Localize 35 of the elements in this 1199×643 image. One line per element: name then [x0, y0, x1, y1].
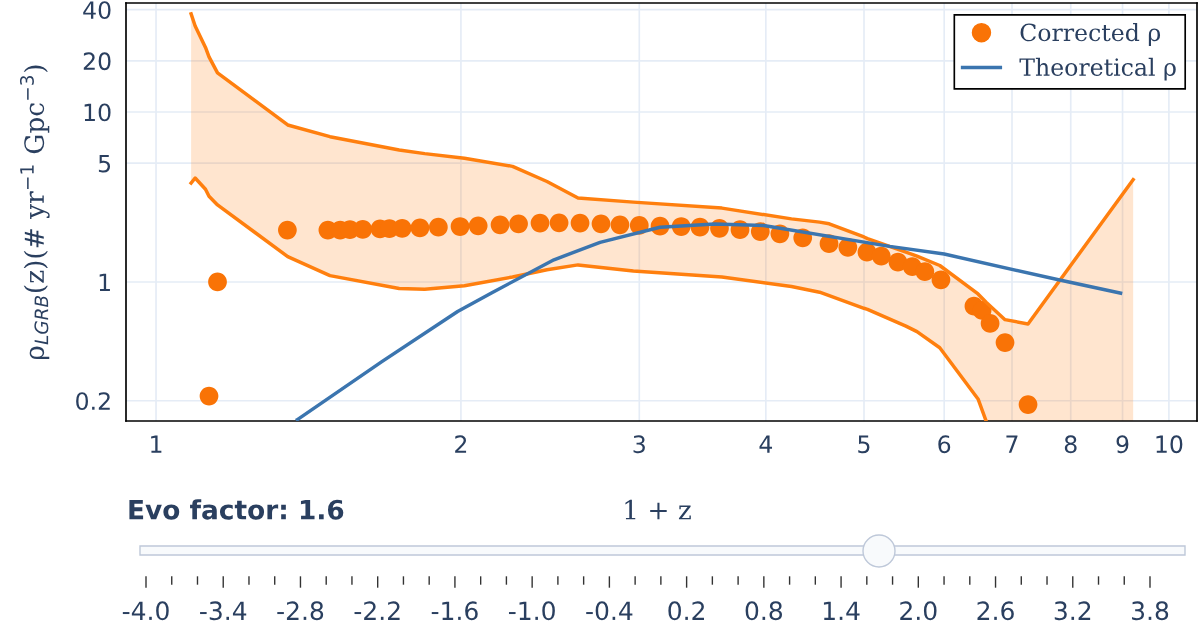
text: 1.4 — [823, 601, 860, 620]
text: 0.8 — [745, 601, 783, 621]
y-tick-label: 40 — [83, 1, 111, 19]
text: -1.0 — [508, 601, 555, 621]
text: 0.2 — [668, 601, 704, 621]
text: -1.6 — [431, 601, 478, 621]
legend-label: Theoretical ρ — [1019, 57, 1176, 81]
text: -2.8 — [277, 601, 324, 621]
text: 2.0 — [900, 601, 937, 621]
legend-label: Corrected ρ — [1020, 23, 1161, 46]
text: 3.2 — [1054, 601, 1091, 621]
x-tick-label: 7 — [1006, 435, 1018, 453]
x-tick-label: 4 — [759, 435, 773, 453]
y-tick-label: 10 — [84, 103, 111, 122]
x-axis-title: 1 + z — [625, 499, 691, 520]
y-tick-label: 20 — [83, 52, 111, 71]
y-axis-title: ρ$_{LGRB}$(z)(# yr$^{−1}$ Gpc$^{−3}$) — [19, 65, 50, 360]
y-tick-label: 5 — [98, 154, 111, 173]
x-tick-label: 5 — [858, 435, 870, 454]
x-tick-label: 1 — [151, 435, 162, 453]
x-tick-label: 9 — [1116, 435, 1129, 454]
text: -3.4 — [200, 601, 247, 621]
x-tick-label: 8 — [1064, 435, 1077, 454]
text: -2.2 — [354, 601, 400, 620]
x-tick-label: 6 — [938, 435, 951, 454]
x-tick-label: 2 — [455, 435, 467, 453]
y-tick-label: 0.2 — [76, 392, 110, 411]
text: -0.4 — [586, 601, 633, 621]
text: -4.0 — [122, 601, 169, 621]
text: Evo factor: 1.6 — [129, 499, 344, 520]
y-tick-label: 1 — [99, 273, 110, 291]
text: 2.6 — [977, 601, 1014, 621]
text: 3.8 — [1132, 601, 1169, 621]
x-tick-label: 10 — [1156, 435, 1183, 454]
x-tick-label: 3 — [633, 435, 645, 454]
